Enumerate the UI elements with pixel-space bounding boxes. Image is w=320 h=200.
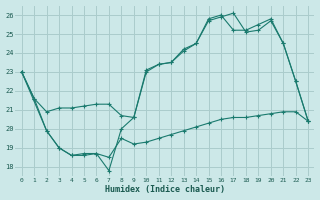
X-axis label: Humidex (Indice chaleur): Humidex (Indice chaleur) [105,185,225,194]
